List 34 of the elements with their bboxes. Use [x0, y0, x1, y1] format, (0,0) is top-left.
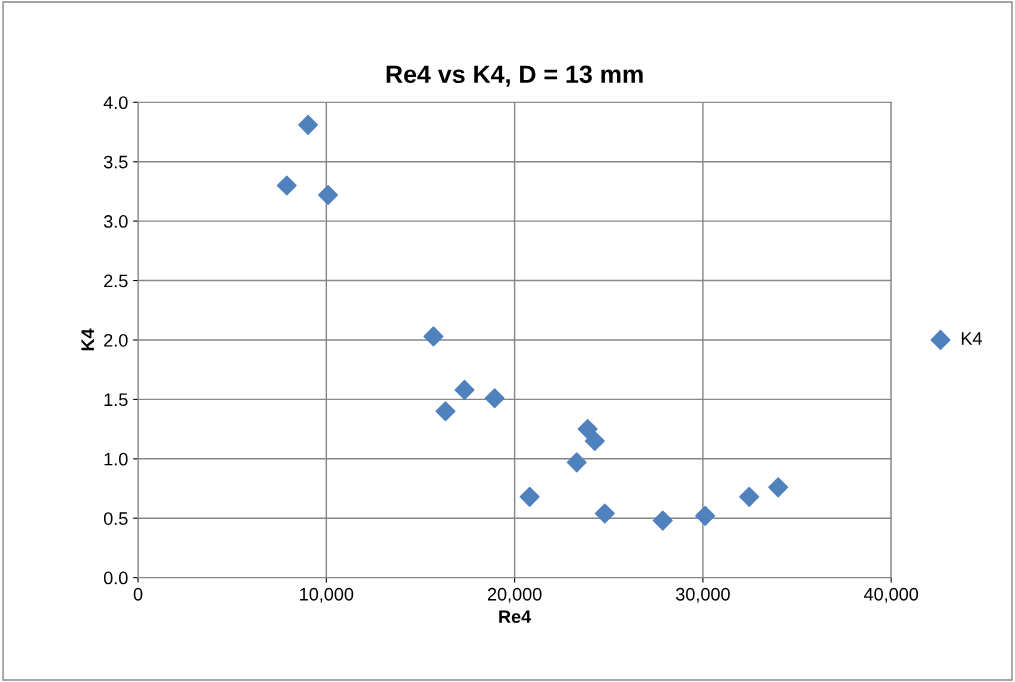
point: [594, 503, 615, 524]
point: [577, 419, 598, 440]
chart-title: Re4 vs K4, D = 13 mm: [386, 65, 643, 87]
x-tick-label: 40,000: [863, 587, 919, 603]
y-tick-label: 1.0: [104, 452, 128, 466]
x-tick-label: 30,000: [675, 587, 730, 603]
x-axis-title: Re4: [499, 610, 532, 624]
point: [298, 114, 319, 135]
point: [423, 326, 444, 347]
y-tick-label: 2.5: [104, 274, 128, 288]
y-axis-title: K4: [81, 328, 94, 351]
point: [484, 388, 505, 409]
point: [584, 430, 605, 452]
x-tick-label: 0: [133, 587, 143, 601]
point: [652, 510, 673, 531]
point: [768, 477, 789, 498]
y-tick-label: 4.0: [103, 96, 128, 110]
x-tick-label: 10,000: [300, 587, 354, 603]
point: [695, 505, 716, 526]
y-tick-label: 1.5: [104, 393, 128, 407]
point: [454, 379, 475, 400]
y-tick-label: 3.5: [103, 155, 128, 169]
legend-label: K4: [961, 332, 982, 345]
point: [566, 452, 587, 473]
y-tick-label: 0.0: [103, 571, 128, 585]
y-tick-label: 3.0: [103, 215, 128, 228]
point: [739, 486, 760, 507]
point: [318, 184, 339, 206]
point: [276, 175, 297, 196]
point: [435, 401, 456, 422]
y-tick-label: 2.0: [104, 333, 128, 347]
x-tick-label: 20,000: [487, 587, 542, 603]
y-tick-label: 0.5: [103, 512, 128, 525]
point: [519, 486, 540, 507]
